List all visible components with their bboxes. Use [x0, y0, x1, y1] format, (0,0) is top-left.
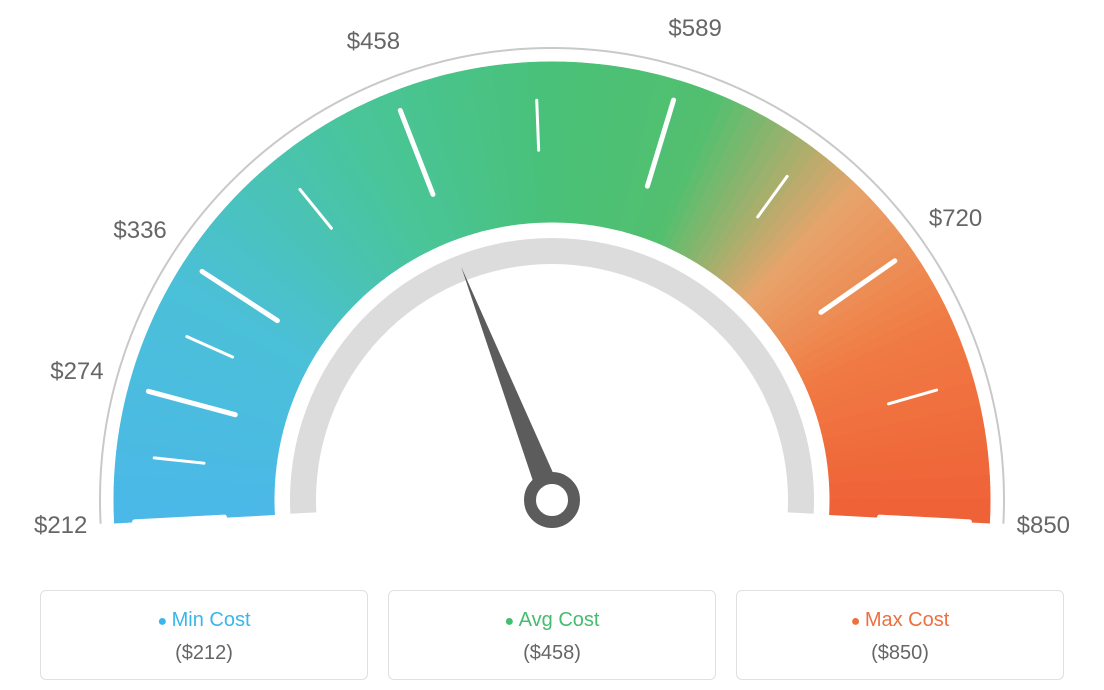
gauge-chart: $212 $274 $336 $458 $589 $720 $850: [0, 0, 1104, 560]
gauge-tick-label: $720: [929, 205, 982, 233]
legend-max-value: ($850): [747, 642, 1053, 665]
legend-row: Min Cost ($212) Avg Cost ($458) Max Cost…: [0, 590, 1104, 680]
gauge-tick-label: $274: [50, 358, 103, 386]
gauge-tick-label: $212: [34, 512, 87, 540]
gauge-tick-label: $850: [1017, 512, 1070, 540]
legend-max-title: Max Cost: [747, 609, 1053, 632]
gauge-tick-label: $458: [347, 28, 400, 56]
legend-avg-card: Avg Cost ($458): [388, 590, 716, 680]
legend-max-card: Max Cost ($850): [736, 590, 1064, 680]
gauge-tick-label: $336: [113, 217, 166, 245]
legend-avg-value: ($458): [399, 642, 705, 665]
gauge-tick-label: $589: [668, 15, 721, 43]
legend-avg-title: Avg Cost: [399, 609, 705, 632]
legend-min-title: Min Cost: [51, 609, 357, 632]
gauge-svg: [0, 0, 1104, 560]
legend-min-value: ($212): [51, 642, 357, 665]
legend-min-card: Min Cost ($212): [40, 590, 368, 680]
